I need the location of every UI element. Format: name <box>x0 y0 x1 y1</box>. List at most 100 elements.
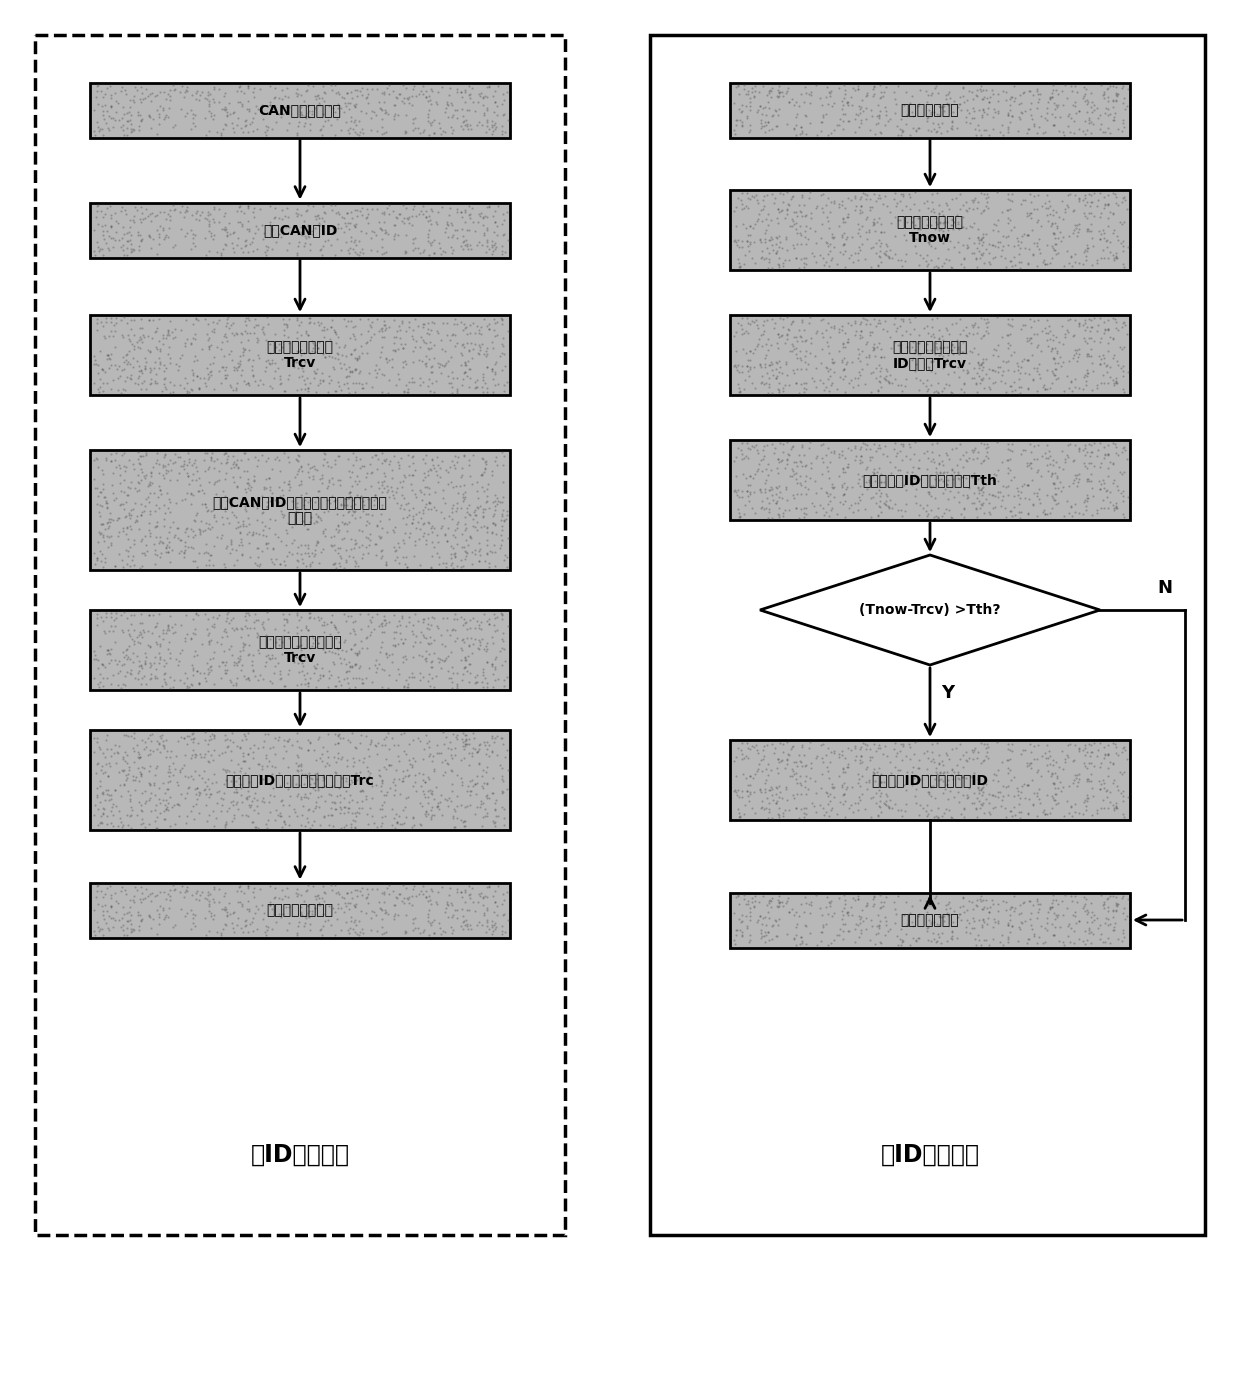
Point <box>253 519 273 541</box>
Point <box>415 786 435 808</box>
Point <box>205 815 224 837</box>
Point <box>131 360 151 382</box>
Point <box>875 435 895 457</box>
Point <box>374 469 394 491</box>
Point <box>93 742 113 764</box>
Point <box>759 251 779 273</box>
Point <box>135 817 155 839</box>
Point <box>734 197 754 219</box>
Point <box>497 739 517 761</box>
Point <box>160 642 180 664</box>
Point <box>335 526 355 548</box>
Point <box>413 763 433 785</box>
Point <box>1089 314 1109 336</box>
Point <box>751 371 771 393</box>
Point <box>988 459 1008 482</box>
Point <box>384 549 404 572</box>
Point <box>336 610 356 632</box>
Point <box>477 473 497 495</box>
Point <box>888 75 908 97</box>
Point <box>254 241 274 263</box>
Point <box>301 101 321 123</box>
Point <box>954 216 973 238</box>
Point <box>274 441 294 464</box>
Point <box>181 800 201 822</box>
Point <box>861 786 880 808</box>
Point <box>993 226 1013 248</box>
Point <box>150 801 170 823</box>
Point <box>1019 454 1039 476</box>
Point <box>157 226 177 248</box>
Point <box>750 228 770 251</box>
Point <box>346 358 366 381</box>
Point <box>800 466 820 489</box>
Point <box>372 98 392 120</box>
Point <box>952 466 972 489</box>
Point <box>1048 465 1068 487</box>
Point <box>492 239 512 262</box>
Point <box>315 448 335 471</box>
Point <box>1105 433 1125 455</box>
Point <box>310 919 330 941</box>
Point <box>465 774 485 796</box>
Point <box>254 324 274 346</box>
Point <box>387 811 407 833</box>
Point <box>932 329 952 352</box>
Point <box>299 907 319 929</box>
Point <box>88 657 108 680</box>
Point <box>864 334 884 356</box>
Point <box>918 231 937 253</box>
Point <box>314 235 334 257</box>
Point <box>754 797 774 819</box>
Point <box>126 199 146 221</box>
Point <box>336 202 356 224</box>
Text: 退出定时器程序: 退出定时器程序 <box>900 913 960 927</box>
Point <box>148 729 167 752</box>
Point <box>838 331 858 353</box>
Point <box>153 219 172 241</box>
Point <box>300 555 320 577</box>
Point <box>330 375 350 397</box>
Point <box>1009 382 1029 404</box>
Point <box>1106 491 1126 513</box>
Point <box>198 786 218 808</box>
Point <box>308 94 327 116</box>
Point <box>399 464 419 486</box>
Point <box>407 486 427 508</box>
Point <box>384 332 404 354</box>
Point <box>816 194 836 216</box>
Point <box>870 736 890 758</box>
Point <box>939 469 959 491</box>
Point <box>900 436 920 458</box>
Point <box>274 729 294 752</box>
Point <box>150 526 170 548</box>
Point <box>477 115 497 137</box>
Point <box>87 783 107 805</box>
Point <box>117 724 136 746</box>
Point <box>1040 195 1060 217</box>
Point <box>198 201 218 223</box>
Point <box>1042 338 1061 360</box>
Point <box>476 453 496 475</box>
Point <box>861 321 880 343</box>
Point <box>336 358 356 381</box>
Point <box>1076 468 1096 490</box>
Point <box>347 879 367 901</box>
Point <box>300 233 320 255</box>
Point <box>962 493 982 515</box>
Point <box>324 320 343 342</box>
Point <box>848 764 868 786</box>
Point <box>740 340 760 363</box>
Point <box>963 782 983 804</box>
Point <box>182 739 202 761</box>
Point <box>753 75 773 97</box>
Point <box>925 219 945 241</box>
Point <box>130 746 150 768</box>
Point <box>868 255 888 277</box>
Point <box>159 631 179 653</box>
Point <box>863 235 883 257</box>
Point <box>1011 743 1030 765</box>
Point <box>1009 93 1029 115</box>
Point <box>195 227 215 249</box>
Point <box>155 443 175 465</box>
